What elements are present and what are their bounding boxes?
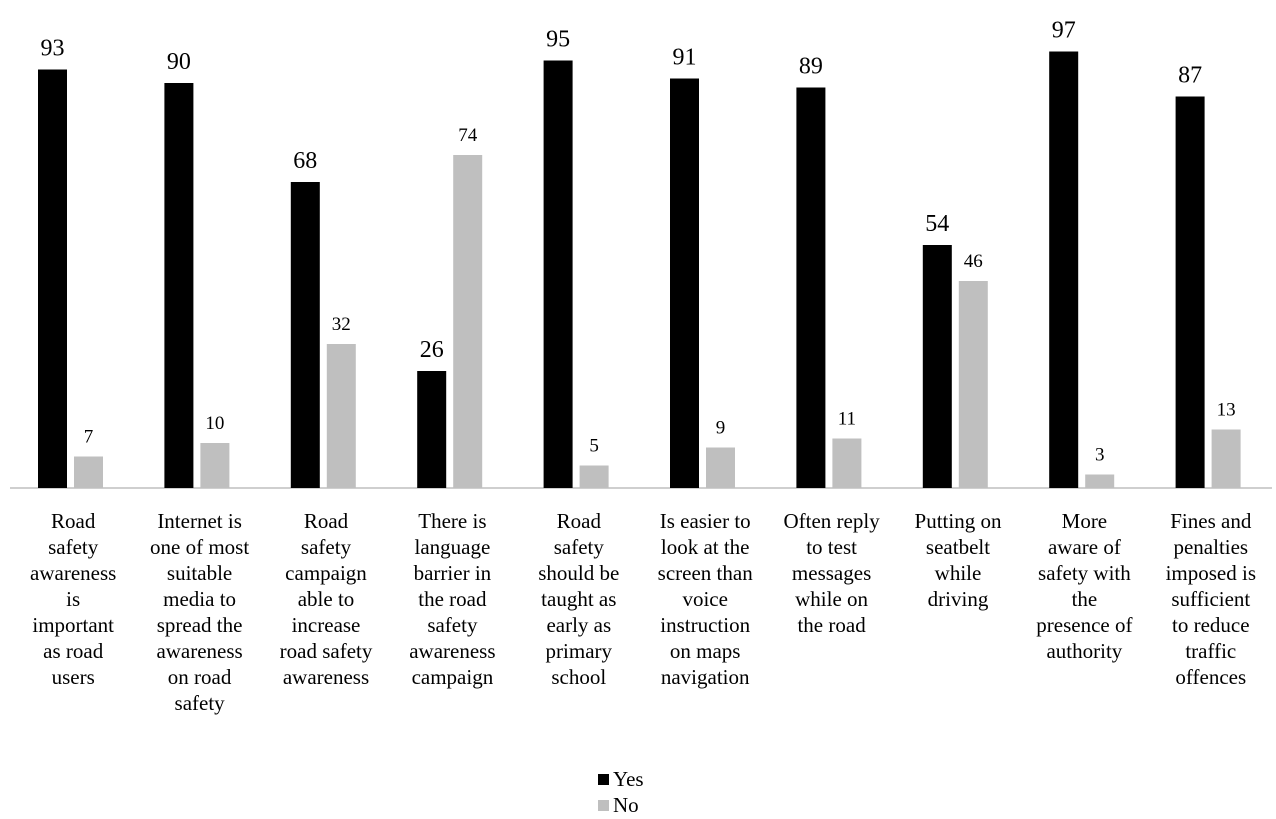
value-label-no-5: 5 [589, 436, 599, 457]
bar-no-5 [579, 465, 609, 488]
value-label-yes-4: 26 [420, 337, 444, 363]
bar-yes-8 [922, 245, 952, 488]
value-label-yes-2: 90 [167, 49, 191, 75]
value-label-yes-5: 95 [546, 27, 570, 53]
legend: Yes No [598, 766, 644, 818]
category-label-7: Often reply to test messages while on th… [783, 509, 880, 637]
value-label-yes-3: 68 [293, 148, 317, 174]
legend-swatch-no [598, 799, 609, 811]
value-label-no-3: 32 [332, 314, 351, 335]
category-label-6: Is easier to look at the screen than voi… [657, 509, 753, 689]
bar-yes-7 [796, 87, 826, 488]
bar-no-10 [1211, 429, 1241, 488]
legend-item-no: No [598, 792, 644, 818]
bar-no-3 [326, 344, 356, 488]
category-label-10: Fines and penalties imposed is sufficien… [1165, 509, 1256, 689]
value-labels-group: 93 7 90 10 68 32 26 74 95 5 91 9 89 11 54 46 97 3 87 13 [41, 18, 1236, 466]
bar-no-6 [706, 447, 735, 488]
bar-no-1 [74, 456, 103, 488]
bar-no-9 [1085, 474, 1115, 488]
bar-yes-5 [543, 60, 573, 488]
value-label-yes-8: 54 [925, 211, 949, 237]
value-label-no-7: 11 [838, 409, 856, 430]
value-label-no-10: 13 [1217, 400, 1236, 421]
value-label-no-9: 3 [1095, 445, 1105, 466]
value-label-yes-9: 97 [1052, 18, 1076, 44]
value-label-no-6: 9 [716, 418, 726, 439]
legend-item-yes: Yes [598, 766, 644, 792]
bar-yes-6 [670, 78, 699, 488]
category-label-2: Internet is one of most suitable media t… [150, 509, 250, 715]
bar-no-4 [453, 155, 483, 488]
legend-swatch-yes [598, 773, 609, 785]
bar-no-2 [200, 443, 230, 488]
value-label-yes-1: 93 [41, 36, 65, 62]
bar-yes-2 [164, 83, 194, 488]
legend-label-no: No [613, 793, 639, 817]
category-label-9: More aware of safety with the presence o… [1036, 509, 1133, 663]
bar-no-8 [958, 281, 988, 488]
category-label-3: Road safety campaign able to increase ro… [279, 509, 373, 689]
bar-yes-9 [1049, 51, 1079, 488]
value-label-no-2: 10 [205, 413, 224, 434]
legend-label-yes: Yes [613, 767, 644, 791]
value-label-yes-7: 89 [799, 54, 823, 80]
value-label-yes-10: 87 [1178, 63, 1202, 89]
bar-yes-4 [417, 371, 447, 488]
category-label-5: Road safety should be taught as early as… [538, 509, 620, 689]
bars-group [38, 51, 1241, 488]
bar-no-7 [832, 438, 862, 488]
value-label-no-4: 74 [458, 125, 478, 146]
value-label-yes-6: 91 [673, 45, 697, 71]
category-label-4: There is language barrier in the road sa… [409, 509, 496, 689]
bar-yes-10 [1175, 96, 1205, 488]
category-label-1: Road safety awareness is important as ro… [30, 509, 117, 689]
category-label-8: Putting on seatbelt while driving [914, 509, 1002, 611]
value-label-no-1: 7 [84, 427, 94, 448]
bar-yes-3 [290, 182, 320, 488]
value-label-no-8: 46 [964, 251, 983, 272]
bar-yes-1 [38, 69, 67, 488]
